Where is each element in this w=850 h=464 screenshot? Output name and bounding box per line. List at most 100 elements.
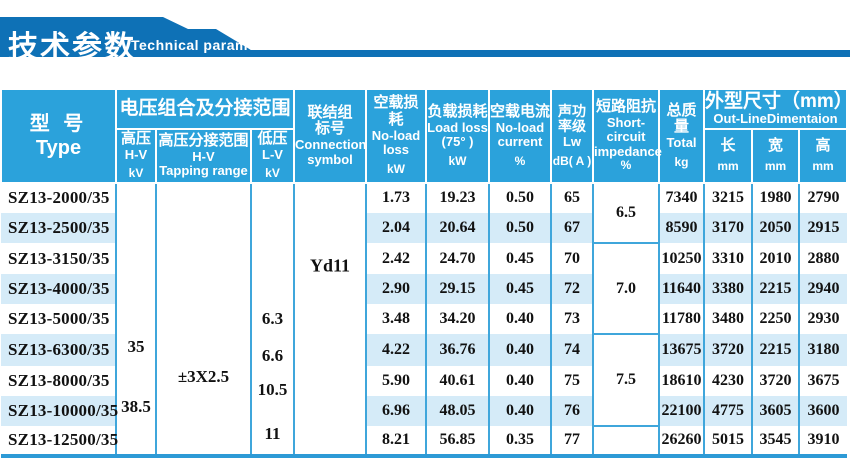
noload-loss-cell: 2.90 [365,274,426,305]
connection-value: Yd11 [309,255,351,276]
noload-loss-cell: 3.48 [365,304,426,335]
length-cell: 3380 [703,274,752,305]
col-header-width: 宽 mm [751,128,800,184]
noload-current-cell: 0.40 [488,304,551,335]
height-cell: 2915 [797,212,848,243]
width-cell: 2215 [751,334,799,366]
sound-level-cell: 73 [550,304,593,335]
total-mass-cell: 11780 [658,304,704,335]
noload-loss-cell: 1.73 [365,182,426,213]
type-cell: SZ13-6300/35 [1,334,116,366]
length-cell: 3170 [703,212,752,243]
type-cell: SZ13-12500/35 [1,425,118,456]
total-mass-cell: 7340 [658,182,704,213]
height-cell: 2880 [797,242,848,275]
length-cell: 4775 [703,395,752,426]
col-header-tapping-range: 高压分接范围 H-V Tapping range [155,128,252,184]
sound-level-cell: 76 [550,395,593,426]
col-header-sound-level: 声功 率级 Lw dB( A ) [550,88,594,184]
length-cell: 4230 [703,365,752,396]
table-row: SZ13-10000/35 6.96 48.05 0.40 76 22100 4… [1,395,848,426]
tapping-merged-cell: ±3X2.5 [155,182,251,458]
col-header-type-zh: 型 号 [29,112,88,135]
banner-ribbon-shape [0,17,850,57]
col-header-type-en: Type [35,136,82,159]
total-mass-cell: 10250 [658,242,704,275]
table-row: SZ13-5000/35 3.48 34.20 0.40 73 11780 34… [1,304,848,335]
noload-current-cell: 0.40 [488,395,551,426]
total-mass-cell: 18610 [658,365,704,396]
col-header-noload-loss: 空载损耗 No-load loss kW [365,88,427,184]
type-cell: SZ13-3150/35 [1,242,116,275]
height-cell: 3600 [797,395,848,426]
col-header-height: 高 mm [797,128,849,184]
col-header-total-mass: 总质 量 Total kg [658,88,705,184]
load-loss-cell: 24.70 [425,242,489,275]
load-loss-cell: 20.64 [425,212,489,243]
lv-merged-cell: 6.3 6.6 10.5 11 [250,182,294,458]
banner-title-zh: 技术参数 [8,31,136,64]
total-mass-cell: 11640 [658,274,704,305]
load-loss-cell: 48.05 [425,395,489,426]
length-cell: 3720 [703,334,752,366]
sound-level-cell: 67 [550,212,593,243]
type-cell: SZ13-2500/35 [1,212,116,243]
col-header-type: 型 号 Type [0,88,117,184]
sound-level-cell: 65 [550,182,593,213]
hv-value: 35 [127,336,145,356]
tapping-value: ±3X2.5 [177,367,230,387]
noload-loss-cell: 4.22 [365,334,426,366]
load-loss-cell: 34.20 [425,304,489,335]
noload-loss-cell: 2.42 [365,242,426,275]
impedance-cell: 7.0 [592,242,659,336]
table-row: SZ13-8000/35 5.90 40.61 0.40 75 18610 42… [1,365,848,396]
sound-level-cell: 75 [550,365,593,396]
table-row: SZ13-6300/35 4.22 36.76 0.40 74 7.5 1367… [1,334,848,427]
width-cell: 3605 [751,395,799,426]
total-mass-cell: 8590 [658,212,704,243]
impedance-cell: 6.5 [592,182,659,244]
lv-value: 10.5 [257,380,288,400]
technical-parameter-table: 型 号 Type 电压组合及分接范围 联结组 标号 Connection sym… [0,88,850,458]
hv-merged-cell: 35 38.5 [115,182,156,458]
col-header-noload-current: 空载电流 No-load current % [488,88,552,184]
total-mass-cell: 26260 [658,425,704,456]
load-loss-cell: 36.76 [425,334,489,366]
load-loss-cell: 19.23 [425,182,489,213]
sound-level-cell: 70 [550,242,593,275]
type-cell: SZ13-8000/35 [1,365,116,396]
table-row: SZ13-2000/35 35 38.5 ±3X2.5 6.3 6.6 [1,182,848,458]
noload-current-cell: 0.40 [488,334,551,366]
noload-loss-cell: 6.96 [365,395,426,426]
col-header-lv: 低压 L-V kV [250,128,295,184]
noload-current-cell: 0.45 [488,274,551,305]
noload-current-cell: 0.50 [488,212,551,243]
lv-value: 11 [264,423,281,443]
impedance-cell: 7.5 [592,334,659,427]
load-loss-cell: 29.15 [425,274,489,305]
height-cell: 3910 [797,425,848,456]
noload-current-cell: 0.35 [488,425,551,456]
banner: 技术参数 Technical parameter [0,0,850,64]
noload-current-cell: 0.45 [488,242,551,275]
lv-value: 6.6 [261,345,284,365]
col-header-load-loss: 负载损耗 Load loss (75° ) kW [425,88,490,184]
height-cell: 2940 [797,274,848,305]
type-cell: SZ13-4000/35 [1,274,116,305]
length-cell: 3480 [703,304,752,335]
connection-merged-cell: Yd11 [293,182,366,458]
col-header-connection: 联结组 标号 Connection symbol [293,88,367,184]
sound-level-cell: 74 [550,334,593,366]
sound-level-cell: 72 [550,274,593,305]
type-cell: SZ13-2000/35 [1,182,116,213]
col-header-hv: 高压 H-V kV [115,128,157,184]
total-mass-cell: 22100 [658,395,704,426]
type-cell: SZ13-5000/35 [1,304,116,335]
width-cell: 2010 [751,242,799,275]
total-mass-cell: 13675 [658,334,704,366]
width-cell: 2215 [751,274,799,305]
type-cell: SZ13-10000/35 [1,395,118,426]
height-cell: 2790 [797,182,848,213]
noload-current-cell: 0.50 [488,182,551,213]
length-cell: 3310 [703,242,752,275]
